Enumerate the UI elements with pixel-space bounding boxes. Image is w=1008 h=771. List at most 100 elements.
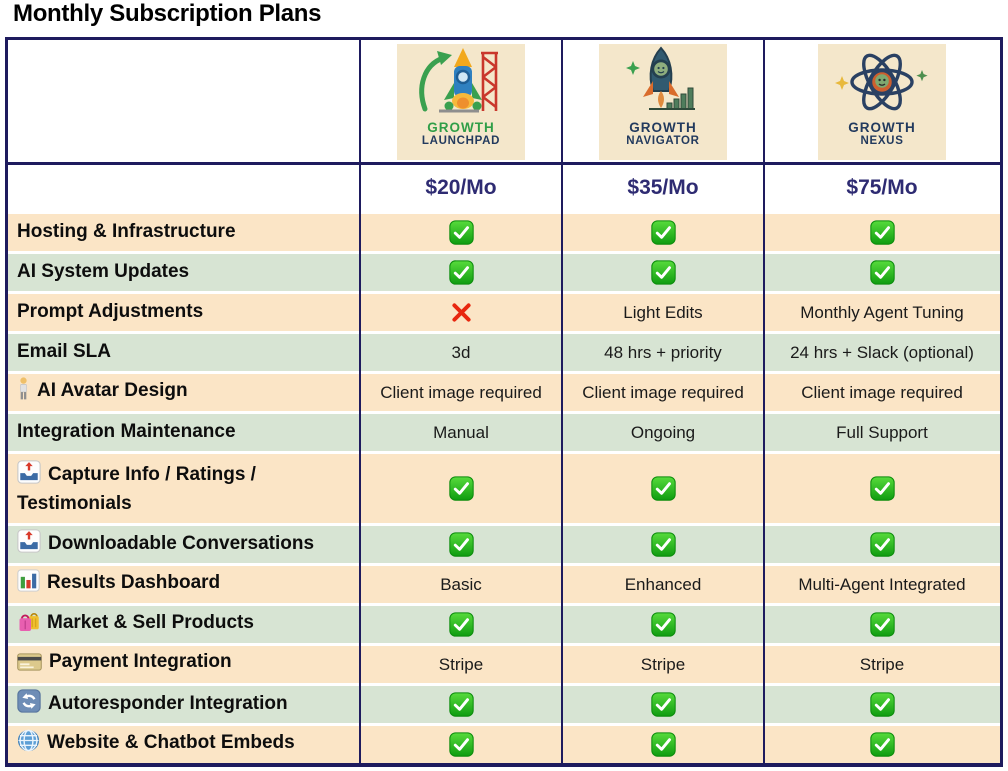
check-icon: [869, 476, 895, 501]
check-icon: [448, 692, 474, 717]
check-icon: [650, 532, 676, 557]
row-autoresponder-integration: Autoresponder Integration: [8, 683, 1000, 725]
pricing-table: GROWTH LAUNCHPAD: [5, 37, 1003, 767]
plan-price: $75/Mo: [764, 163, 1000, 213]
row-market-sell-products: Market & Sell Products: [8, 603, 1000, 645]
row-capture-info-ratings-testimonials: Capture Info / Ratings / Testimonials: [8, 451, 1000, 525]
page-title: Monthly Subscription Plans: [13, 0, 322, 27]
plan-logo-cell: GROWTH NAVIGATOR: [562, 40, 764, 165]
feature-label: Payment Integration: [49, 651, 232, 673]
feature-value: Monthly Agent Tuning: [764, 291, 1000, 333]
logo-row: GROWTH LAUNCHPAD: [8, 40, 1000, 165]
cross-icon: [450, 301, 473, 324]
row-email-sla: Email SLA 3d 48 hrs + priority 24 hrs + …: [8, 331, 1000, 373]
feature-value: Stripe: [562, 643, 764, 685]
logo-row-empty-cell: [8, 40, 360, 165]
feature-label: AI Avatar Design: [37, 380, 188, 402]
check-icon: [869, 532, 895, 557]
feature-label: Website & Chatbot Embeds: [47, 732, 295, 754]
feature-value: Client image required: [360, 371, 562, 413]
feature-label: Autoresponder Integration: [48, 692, 288, 714]
check-icon: [448, 732, 474, 757]
feature-value: Stripe: [764, 643, 1000, 685]
navigator-rocket-logo: GROWTH NAVIGATOR: [599, 44, 727, 160]
check-icon: [448, 612, 474, 637]
column-divider: [359, 40, 361, 763]
check-icon: [869, 732, 895, 757]
check-icon: [650, 220, 676, 245]
feature-value: Basic: [360, 563, 562, 605]
plan-name-line2: LAUNCHPAD: [421, 135, 501, 148]
plan-name-line1: GROWTH: [848, 120, 916, 135]
row-prompt-adjustments: Prompt Adjustments Light Edits Monthly A…: [8, 291, 1000, 333]
row-hosting-infrastructure: Hosting & Infrastructure: [8, 211, 1000, 253]
feature-label: Downloadable Conversations: [48, 532, 315, 554]
check-icon: [448, 476, 474, 501]
outbox-tray-icon: [17, 528, 41, 561]
feature-value: Ongoing: [562, 411, 764, 453]
column-divider: [763, 40, 765, 763]
feature-label: Integration Maintenance: [8, 411, 360, 453]
feature-label: Hosting & Infrastructure: [8, 211, 360, 253]
check-icon: [869, 692, 895, 717]
feature-value: 24 hrs + Slack (optional): [764, 331, 1000, 373]
row-ai-system-updates: AI System Updates: [8, 251, 1000, 293]
feature-label: Email SLA: [8, 331, 360, 373]
outbox-tray-icon: [17, 460, 41, 492]
feature-label: Market & Sell Products: [47, 612, 254, 634]
feature-value: Stripe: [360, 643, 562, 685]
atom-icon: [835, 53, 928, 111]
check-icon: [448, 532, 474, 557]
shopping-bags-icon: [17, 609, 40, 640]
plan-name-line1: GROWTH: [427, 120, 495, 135]
row-downloadable-conversations: Downloadable Conversations: [8, 523, 1000, 565]
plan-logo-cell: GROWTH LAUNCHPAD: [360, 40, 562, 165]
plan-price: $35/Mo: [562, 163, 764, 213]
check-icon: [869, 260, 895, 285]
check-icon: [650, 692, 676, 717]
feature-value: Client image required: [562, 371, 764, 413]
rocket-chart-icon: [626, 46, 695, 110]
feature-value: Client image required: [764, 371, 1000, 413]
check-icon: [448, 220, 474, 245]
plan-name-line2: NEXUS: [860, 135, 904, 148]
feature-label: Prompt Adjustments: [8, 291, 360, 333]
check-icon: [650, 476, 676, 501]
rocket-launch-icon: [419, 48, 498, 113]
plan-logo-cell: GROWTH NEXUS: [764, 40, 1000, 165]
nexus-atom-logo: GROWTH NEXUS: [818, 44, 946, 160]
column-divider: [561, 40, 563, 763]
check-icon: [650, 260, 676, 285]
feature-value: Light Edits: [562, 291, 764, 333]
feature-value: Enhanced: [562, 563, 764, 605]
row-ai-avatar-design: AI Avatar Design Client image required C…: [8, 371, 1000, 413]
check-icon: [448, 260, 474, 285]
feature-value: 48 hrs + priority: [562, 331, 764, 373]
person-icon: [17, 377, 30, 408]
row-website-chatbot-embeds: Website & Chatbot Embeds: [8, 723, 1000, 763]
feature-label: AI System Updates: [8, 251, 360, 293]
plan-name-line1: GROWTH: [629, 120, 697, 135]
credit-card-icon: [17, 653, 42, 679]
check-icon: [650, 612, 676, 637]
plan-name-line2: NAVIGATOR: [626, 135, 700, 148]
row-results-dashboard: Results Dashboard Basic Enhanced Multi-A…: [8, 563, 1000, 605]
check-icon: [869, 220, 895, 245]
check-icon: [650, 732, 676, 757]
feature-label: Results Dashboard: [47, 572, 221, 594]
autoresponder-arrows-icon: [17, 688, 41, 721]
check-icon: [869, 612, 895, 637]
bar-chart-icon: [17, 569, 40, 600]
feature-value: Manual: [360, 411, 562, 453]
price-row-empty-cell: [8, 163, 360, 213]
feature-value: 3d: [360, 331, 562, 373]
globe-icon: [17, 729, 40, 760]
feature-value: Multi-Agent Integrated: [764, 563, 1000, 605]
plan-price: $20/Mo: [360, 163, 562, 213]
feature-value: Full Support: [764, 411, 1000, 453]
plan-comparison-table: GROWTH LAUNCHPAD: [8, 40, 1000, 763]
row-integration-maintenance: Integration Maintenance Manual Ongoing F…: [8, 411, 1000, 453]
feature-label: Capture Info / Ratings / Testimonials: [17, 464, 256, 514]
price-row: $20/Mo $35/Mo $75/Mo: [8, 163, 1000, 213]
